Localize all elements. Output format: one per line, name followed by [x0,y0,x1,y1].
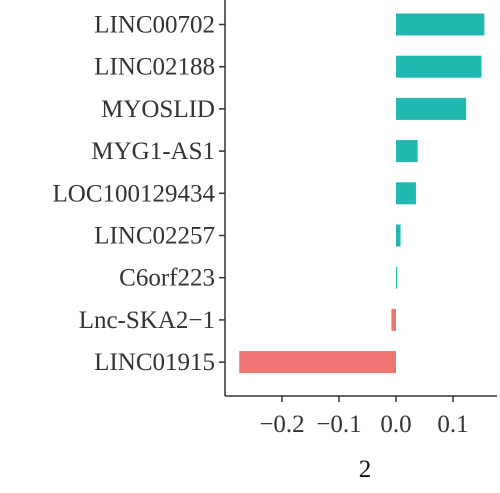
bar-MYG1-AS1 [396,140,418,163]
bar-Lnc-SKA2−1 [391,308,396,331]
x-axis-title: 2 [359,456,372,483]
category-label: C6orf223 [119,265,215,292]
category-label: MYG1-AS1 [91,138,215,165]
category-label: Lnc-SKA2−1 [79,307,215,334]
bar-LINC00702 [396,13,485,36]
category-labels-group: LINC00702 LINC02188 MYOSLID MYG1-AS1 LOC1001… [53,12,225,376]
x-axis: −0.2 −0.1 0.0 0.1 [224,0,497,438]
x-tick-label: −0.2 [259,411,304,438]
x-tick-label: 0.1 [437,411,468,438]
x-tick-label: −0.1 [316,411,361,438]
bar-LINC02188 [396,55,482,78]
x-tick-label: 0.0 [380,411,411,438]
bar-LOC100129434 [396,182,416,205]
category-label: LINC02188 [94,54,215,81]
category-label: LINC00702 [94,12,215,39]
category-label: LINC01915 [94,349,215,376]
category-label: MYOSLID [101,96,215,123]
bar-LINC02257 [396,224,401,247]
bars-group [239,13,485,374]
category-label: LOC100129434 [53,180,216,207]
bar-LINC01915 [239,351,396,374]
bar-C6orf223 [396,266,398,289]
bar-MYOSLID [396,97,467,120]
category-label: LINC02257 [94,223,215,250]
